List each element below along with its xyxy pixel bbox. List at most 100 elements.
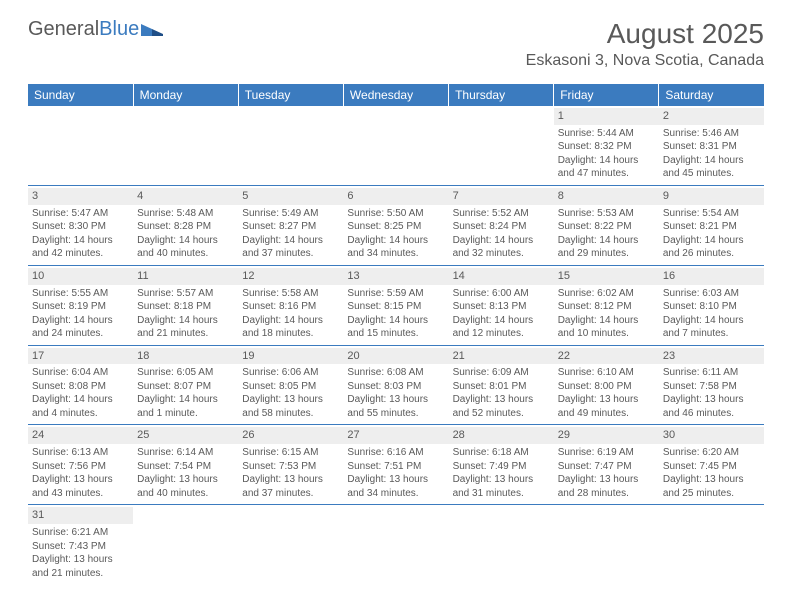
day-info-line: Sunset: 7:58 PM <box>663 380 760 394</box>
calendar-day-cell: 4Sunrise: 5:48 AMSunset: 8:28 PMDaylight… <box>133 185 238 265</box>
day-info-line: Sunrise: 5:47 AM <box>32 207 129 221</box>
day-info-line: Daylight: 13 hours <box>453 393 550 407</box>
day-info-line: Sunrise: 6:05 AM <box>137 366 234 380</box>
calendar-day-cell <box>659 505 764 584</box>
calendar-day-cell: 3Sunrise: 5:47 AMSunset: 8:30 PMDaylight… <box>28 185 133 265</box>
day-info-line: Sunset: 8:30 PM <box>32 220 129 234</box>
day-info-line: Sunrise: 5:57 AM <box>137 287 234 301</box>
calendar-table: SundayMondayTuesdayWednesdayThursdayFrid… <box>28 84 764 584</box>
calendar-day-cell: 6Sunrise: 5:50 AMSunset: 8:25 PMDaylight… <box>343 185 448 265</box>
day-info-line: Sunrise: 6:13 AM <box>32 446 129 460</box>
calendar-day-cell: 17Sunrise: 6:04 AMSunset: 8:08 PMDayligh… <box>28 345 133 425</box>
day-info-line: and 1 minute. <box>137 407 234 421</box>
calendar-day-cell <box>449 505 554 584</box>
day-number: 9 <box>659 188 764 205</box>
day-info-line: and 24 minutes. <box>32 327 129 341</box>
day-info-line: Daylight: 14 hours <box>663 234 760 248</box>
day-info-line: Daylight: 13 hours <box>32 553 129 567</box>
day-number: 13 <box>343 268 448 285</box>
day-info-line: Daylight: 14 hours <box>663 314 760 328</box>
day-info-line: Sunset: 7:53 PM <box>242 460 339 474</box>
day-number: 1 <box>554 108 659 125</box>
title-block: August 2025 Eskasoni 3, Nova Scotia, Can… <box>526 18 764 70</box>
day-number: 16 <box>659 268 764 285</box>
day-info-line: Sunset: 8:13 PM <box>453 300 550 314</box>
day-of-week-header: Wednesday <box>343 84 448 106</box>
day-info-line: and 40 minutes. <box>137 487 234 501</box>
day-info-line: and 58 minutes. <box>242 407 339 421</box>
day-info-line: and 47 minutes. <box>558 167 655 181</box>
day-number: 7 <box>449 188 554 205</box>
day-info-line: Sunrise: 6:19 AM <box>558 446 655 460</box>
day-number: 22 <box>554 348 659 365</box>
day-info-line: and 34 minutes. <box>347 487 444 501</box>
logo-flag-icon <box>141 19 163 33</box>
calendar-day-cell: 9 Sunrise: 5:54 AMSunset: 8:21 PMDaylight… <box>659 185 764 265</box>
day-info-line: and 37 minutes. <box>242 247 339 261</box>
day-info-line: Sunset: 7:51 PM <box>347 460 444 474</box>
day-info-line: Sunset: 8:27 PM <box>242 220 339 234</box>
day-info-line: Sunset: 8:03 PM <box>347 380 444 394</box>
calendar-day-cell: 12Sunrise: 5:58 AMSunset: 8:16 PMDayligh… <box>238 265 343 345</box>
calendar-day-cell: 1Sunrise: 5:44 AMSunset: 8:32 PMDaylight… <box>554 106 659 185</box>
calendar-day-cell: 11Sunrise: 5:57 AMSunset: 8:18 PMDayligh… <box>133 265 238 345</box>
calendar-week-row: 10Sunrise: 5:55 AMSunset: 8:19 PMDayligh… <box>28 265 764 345</box>
day-info-line: Sunset: 8:21 PM <box>663 220 760 234</box>
day-info-line: Daylight: 13 hours <box>453 473 550 487</box>
calendar-day-cell: 31Sunrise: 6:21 AMSunset: 7:43 PMDayligh… <box>28 505 133 584</box>
day-info-line: Daylight: 13 hours <box>137 473 234 487</box>
day-info-line: and 55 minutes. <box>347 407 444 421</box>
days-of-week-row: SundayMondayTuesdayWednesdayThursdayFrid… <box>28 84 764 106</box>
day-number: 10 <box>28 268 133 285</box>
day-info-line: Sunrise: 5:52 AM <box>453 207 550 221</box>
day-of-week-header: Friday <box>554 84 659 106</box>
calendar-day-cell: 13Sunrise: 5:59 AMSunset: 8:15 PMDayligh… <box>343 265 448 345</box>
day-number: 6 <box>343 188 448 205</box>
day-of-week-header: Tuesday <box>238 84 343 106</box>
calendar-day-cell: 5Sunrise: 5:49 AMSunset: 8:27 PMDaylight… <box>238 185 343 265</box>
calendar-day-cell <box>449 106 554 185</box>
day-info-line: Daylight: 14 hours <box>453 234 550 248</box>
day-info-line: Daylight: 13 hours <box>558 473 655 487</box>
day-number: 21 <box>449 348 554 365</box>
day-info-line: Sunset: 8:32 PM <box>558 140 655 154</box>
day-info-line: Daylight: 14 hours <box>347 234 444 248</box>
day-of-week-header: Thursday <box>449 84 554 106</box>
day-info-line: Sunrise: 5:54 AM <box>663 207 760 221</box>
day-info-line: Sunrise: 6:10 AM <box>558 366 655 380</box>
day-of-week-header: Monday <box>133 84 238 106</box>
calendar-week-row: 24Sunrise: 6:13 AMSunset: 7:56 PMDayligh… <box>28 425 764 505</box>
day-number: 18 <box>133 348 238 365</box>
day-info-line: Sunrise: 6:00 AM <box>453 287 550 301</box>
calendar-day-cell: 16Sunrise: 6:03 AMSunset: 8:10 PMDayligh… <box>659 265 764 345</box>
day-info-line: Sunrise: 6:11 AM <box>663 366 760 380</box>
calendar-day-cell <box>238 106 343 185</box>
day-info-line: Sunset: 8:00 PM <box>558 380 655 394</box>
day-info-line: and 10 minutes. <box>558 327 655 341</box>
day-info-line: Sunset: 8:08 PM <box>32 380 129 394</box>
day-info-line: Sunrise: 5:50 AM <box>347 207 444 221</box>
header: GeneralBlue August 2025 Eskasoni 3, Nova… <box>0 0 792 78</box>
calendar-day-cell <box>133 106 238 185</box>
calendar-day-cell: 23Sunrise: 6:11 AMSunset: 7:58 PMDayligh… <box>659 345 764 425</box>
day-info-line: Sunrise: 5:55 AM <box>32 287 129 301</box>
calendar-day-cell: 7Sunrise: 5:52 AMSunset: 8:24 PMDaylight… <box>449 185 554 265</box>
day-info-line: Daylight: 13 hours <box>242 393 339 407</box>
calendar-day-cell: 19Sunrise: 6:06 AMSunset: 8:05 PMDayligh… <box>238 345 343 425</box>
calendar-week-row: 3Sunrise: 5:47 AMSunset: 8:30 PMDaylight… <box>28 185 764 265</box>
day-number: 23 <box>659 348 764 365</box>
day-info-line: Daylight: 14 hours <box>32 314 129 328</box>
calendar-day-cell: 18Sunrise: 6:05 AMSunset: 8:07 PMDayligh… <box>133 345 238 425</box>
day-info-line: and 21 minutes. <box>137 327 234 341</box>
day-info-line: and 49 minutes. <box>558 407 655 421</box>
day-info-line: and 4 minutes. <box>32 407 129 421</box>
day-info-line: Sunrise: 6:15 AM <box>242 446 339 460</box>
calendar-day-cell: 25Sunrise: 6:14 AMSunset: 7:54 PMDayligh… <box>133 425 238 505</box>
calendar-day-cell: 2Sunrise: 5:46 AMSunset: 8:31 PMDaylight… <box>659 106 764 185</box>
calendar-week-row: 31Sunrise: 6:21 AMSunset: 7:43 PMDayligh… <box>28 505 764 584</box>
day-info-line: and 26 minutes. <box>663 247 760 261</box>
day-info-line: Sunset: 8:07 PM <box>137 380 234 394</box>
day-info-line: and 12 minutes. <box>453 327 550 341</box>
day-info-line: Sunset: 8:12 PM <box>558 300 655 314</box>
calendar-day-cell: 29Sunrise: 6:19 AMSunset: 7:47 PMDayligh… <box>554 425 659 505</box>
